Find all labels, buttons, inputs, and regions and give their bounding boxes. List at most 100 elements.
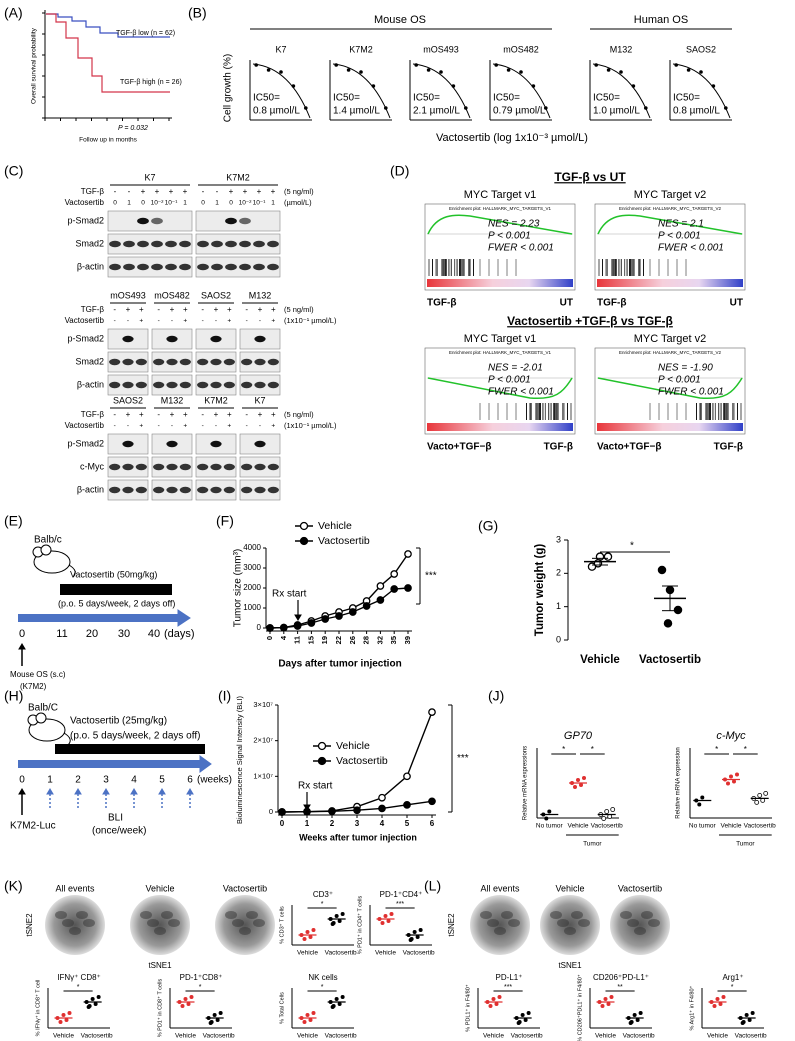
blot-band <box>153 381 165 389</box>
panel-letter: (D) <box>390 163 409 179</box>
label: SAOS2 <box>686 44 716 54</box>
label: - <box>215 423 217 430</box>
label: CD206⁺PD-L1⁺ <box>593 973 649 982</box>
legend-label: Vactosertib <box>318 535 370 547</box>
label: 2.1 µmol/L <box>413 106 460 117</box>
label: (once/week) <box>92 826 146 837</box>
y-tick-label: 4000 <box>243 543 261 552</box>
label: Vactosertib <box>591 823 623 830</box>
y-tick-label: 3 <box>556 534 561 544</box>
blot-band <box>267 240 279 248</box>
blot-band <box>210 440 222 448</box>
blot-band <box>223 358 235 366</box>
x-tick-label: 26 <box>348 636 357 644</box>
label: + <box>155 187 160 196</box>
dose-point <box>439 70 443 74</box>
label: K7 <box>275 44 286 54</box>
label: + <box>257 187 262 196</box>
label: IC50= <box>413 93 440 104</box>
blot-band <box>122 463 134 471</box>
dose-point <box>451 84 456 88</box>
label: tSNE1 <box>558 961 582 970</box>
label: + <box>183 410 188 419</box>
label: % Total Cells <box>279 992 285 1024</box>
enrichment-curve <box>427 377 573 400</box>
x-tick-label: Vactosertib <box>639 654 701 666</box>
blot-band <box>254 381 266 389</box>
dose-point <box>631 84 636 88</box>
label: P = 0.032 <box>118 125 148 132</box>
x-axis-label: Weeks after tumor injection <box>299 832 417 842</box>
sample-dot <box>520 1013 525 1017</box>
tsne-cluster <box>494 927 506 935</box>
panel-letter: (B) <box>188 5 207 21</box>
rank-bar <box>597 423 743 431</box>
y-axis-label: Tumor size (mm³) <box>233 549 244 628</box>
sample-dot <box>380 921 385 925</box>
sample-dot <box>305 1013 310 1017</box>
legend-label: Vactosertib <box>336 755 388 767</box>
blot-band <box>197 486 209 494</box>
label: % PD1⁺ in CD4⁺ T cells <box>356 896 363 955</box>
blot-band <box>210 381 222 389</box>
x-axis-label: Days after tumor injection <box>278 659 401 670</box>
label: + <box>271 305 276 314</box>
sample-dot <box>726 781 730 786</box>
label: MYC Target v1 <box>464 189 537 201</box>
tsne-cluster <box>634 927 646 935</box>
blot-band <box>254 463 266 471</box>
sample-dot <box>740 1021 745 1025</box>
label: Vehicle <box>595 1033 616 1040</box>
label: tSNE1 <box>148 961 172 970</box>
blot-membrane <box>107 210 193 232</box>
sample-dot <box>523 1018 528 1022</box>
label: - <box>215 318 217 325</box>
sample-dot <box>582 776 586 780</box>
label: No tumor <box>689 823 717 830</box>
sample-dot <box>383 914 388 918</box>
label: mOS493 <box>110 290 146 300</box>
blot-band <box>109 240 121 248</box>
sample-dot <box>183 997 188 1001</box>
blot-band <box>179 463 191 471</box>
sample-dot <box>311 1011 316 1015</box>
sample-dot <box>340 995 345 999</box>
label: - <box>201 410 204 419</box>
label: (days) <box>164 628 195 640</box>
label: Vehicle <box>568 823 589 830</box>
sample-dot <box>330 1005 335 1009</box>
blot-band <box>225 263 237 271</box>
label: 0.8 µmol/L <box>673 106 720 117</box>
arrow-head <box>102 788 110 795</box>
timeline <box>18 760 200 768</box>
label: Vehicle <box>53 1033 74 1040</box>
tsne-map <box>215 895 275 955</box>
label: 30 <box>118 628 130 640</box>
label: c-Myc <box>80 461 104 471</box>
dose-point <box>686 68 691 72</box>
series-point <box>376 596 385 604</box>
label: % CD206⁺PDL1⁺ in F4/80⁺ <box>576 974 583 1041</box>
label: β-actin <box>77 261 104 271</box>
series-point <box>321 615 330 623</box>
timeline-head <box>199 755 212 773</box>
mouse-body <box>28 718 66 742</box>
label: P < 0.001 <box>488 375 531 386</box>
blot-band <box>165 263 177 271</box>
sample-dot <box>415 935 420 939</box>
label: + <box>243 187 248 196</box>
x-tick-label: 39 <box>403 636 412 644</box>
sample-dot <box>544 816 549 821</box>
legend-marker <box>299 536 309 546</box>
blot-band <box>135 358 147 366</box>
sample-dot <box>330 922 335 926</box>
label: + <box>139 410 144 419</box>
tsne-cluster <box>76 911 88 919</box>
label: PD-1⁺CD8⁺ <box>180 973 223 982</box>
tsne-cluster <box>55 911 67 919</box>
treatment-bar <box>55 744 205 754</box>
label: 0.8 µmol/L <box>253 106 300 117</box>
tsne-cluster <box>232 919 244 927</box>
sample-dot <box>67 1011 72 1015</box>
label: SAOS2 <box>113 395 143 405</box>
